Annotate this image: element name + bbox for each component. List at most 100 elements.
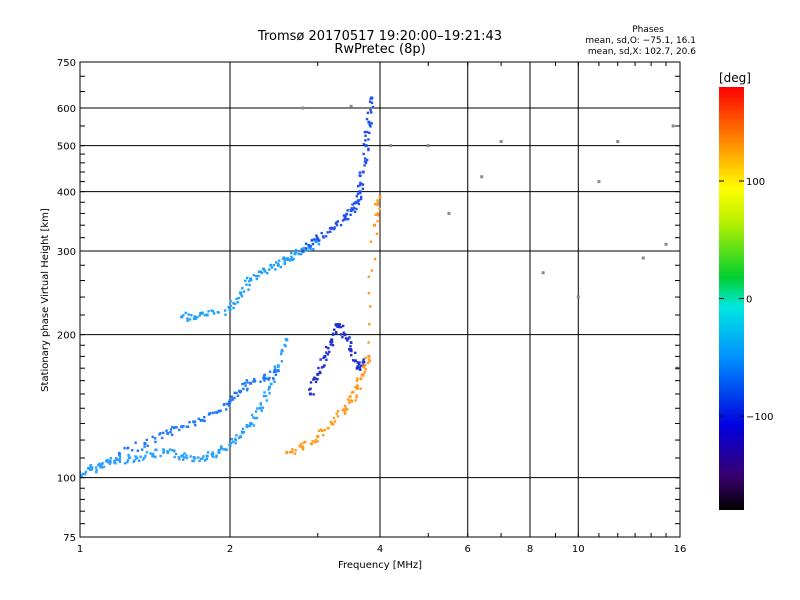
data-point (239, 293, 243, 296)
data-point (265, 399, 268, 402)
data-point (185, 425, 189, 428)
data-point (171, 449, 174, 452)
data-point (126, 460, 129, 464)
data-point (322, 236, 325, 239)
data-point (230, 395, 234, 398)
data-point (309, 244, 312, 248)
y-tick-label: 200 (57, 331, 76, 342)
data-point (364, 356, 367, 359)
data-point (346, 339, 349, 342)
data-point (364, 139, 367, 142)
data-point (316, 239, 320, 243)
data-point (174, 426, 177, 429)
data-points (80, 96, 679, 478)
data-point (334, 323, 338, 326)
data-point (376, 201, 380, 205)
data-point (368, 305, 372, 308)
data-point (215, 454, 218, 457)
data-point (348, 336, 351, 339)
data-point (291, 448, 294, 451)
data-point (250, 413, 254, 417)
data-point (359, 377, 362, 381)
data-point (180, 425, 184, 429)
data-point (143, 456, 146, 460)
data-point (117, 452, 121, 456)
data-point (359, 387, 362, 390)
data-point (318, 370, 322, 374)
data-point (135, 456, 139, 460)
data-point (205, 454, 209, 458)
data-point (235, 434, 238, 437)
data-point (356, 384, 359, 387)
data-point (188, 420, 191, 424)
data-point (356, 184, 360, 188)
data-point (316, 372, 320, 376)
data-point (223, 402, 226, 406)
data-point (315, 236, 319, 239)
data-point (311, 440, 315, 443)
data-point (499, 140, 503, 144)
data-point (367, 120, 371, 124)
data-point (162, 450, 165, 453)
data-point (362, 143, 365, 146)
data-point (671, 124, 675, 128)
data-point (233, 396, 236, 400)
data-point (350, 353, 353, 357)
data-point (356, 387, 359, 391)
data-point (222, 448, 225, 451)
data-point (360, 182, 363, 186)
data-point (576, 295, 580, 299)
data-point (95, 469, 98, 472)
data-point (153, 437, 157, 440)
data-point (354, 386, 357, 389)
data-point (132, 460, 135, 464)
data-point (259, 270, 262, 273)
data-point (301, 448, 305, 451)
data-point (175, 426, 178, 429)
data-point (126, 459, 130, 462)
data-point (94, 466, 98, 469)
data-point (272, 263, 275, 267)
data-point (364, 364, 367, 367)
data-point (315, 234, 318, 237)
data-point (268, 268, 271, 271)
data-point (246, 381, 249, 384)
data-point (193, 420, 197, 423)
data-point (351, 203, 354, 206)
data-point (277, 259, 281, 262)
data-point (370, 122, 373, 125)
data-point (374, 203, 377, 206)
data-point (664, 242, 668, 246)
data-point (126, 447, 129, 450)
data-point (255, 274, 258, 278)
data-point (250, 422, 254, 426)
data-point (354, 201, 357, 205)
data-point (277, 365, 280, 369)
data-point (211, 310, 215, 313)
data-point (260, 271, 263, 275)
data-point (361, 372, 365, 376)
data-point (261, 406, 265, 409)
data-point (355, 195, 359, 198)
y-tick-label: 400 (57, 188, 76, 199)
data-point (193, 456, 197, 460)
data-point (317, 429, 321, 433)
data-point (373, 257, 377, 261)
data-point (247, 288, 250, 291)
data-point (286, 257, 289, 261)
data-point (225, 408, 228, 411)
data-point (351, 359, 355, 362)
data-point (368, 131, 371, 135)
x-tick-label: 8 (527, 544, 533, 555)
data-point (255, 416, 259, 420)
data-point (335, 224, 339, 227)
data-point (343, 409, 347, 412)
data-point (359, 181, 362, 185)
data-point (320, 366, 324, 369)
data-point (275, 261, 278, 264)
data-point (389, 144, 393, 148)
data-point (245, 379, 248, 382)
data-point (333, 226, 336, 229)
data-point (358, 361, 361, 364)
